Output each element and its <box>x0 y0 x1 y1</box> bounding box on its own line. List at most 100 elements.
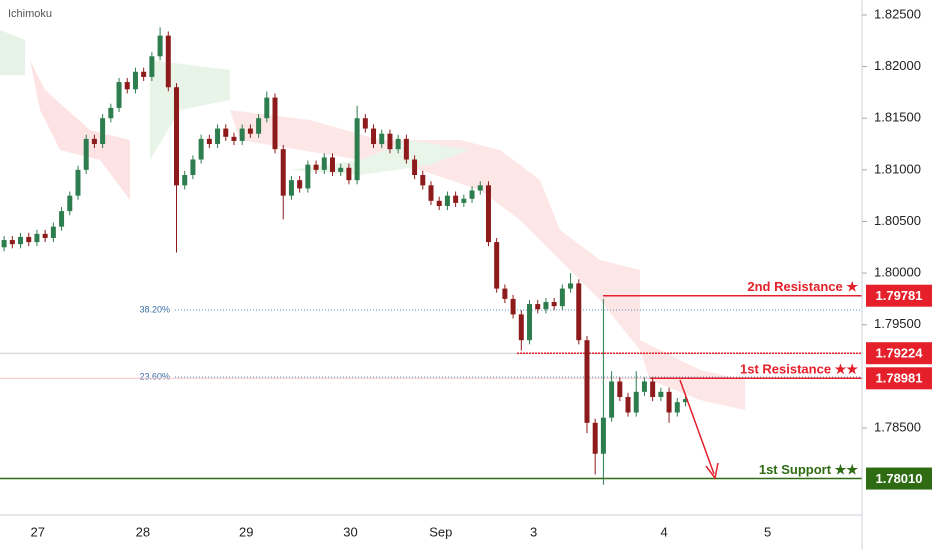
level-box <box>866 367 932 390</box>
candle-body <box>280 149 286 196</box>
candle-body <box>157 35 163 57</box>
y-tick-label: 1.82500 <box>874 6 921 21</box>
plot: 38.20% 23.60% 2nd Resistance ★ 1st Resistan… <box>0 27 862 485</box>
y-tick-label: 1.79500 <box>874 316 921 331</box>
candle-body <box>329 157 335 172</box>
candle-body <box>453 195 459 203</box>
candle-body <box>108 107 114 119</box>
level-value-label: 1.78010 <box>876 471 923 486</box>
candle-body <box>83 138 89 170</box>
x-tick-label: 27 <box>31 524 45 539</box>
candle-body <box>551 301 557 307</box>
candle-body <box>42 233 48 238</box>
candle-body <box>91 138 97 145</box>
level-value-label: 1.79224 <box>876 346 924 361</box>
candle-body <box>477 185 483 191</box>
candle-body <box>132 71 138 90</box>
candle-body <box>75 169 81 196</box>
level-box <box>866 467 932 490</box>
candle-body <box>502 288 508 299</box>
candle-body <box>609 381 615 418</box>
cloud-red <box>230 110 745 410</box>
x-tick-label: 5 <box>764 524 771 539</box>
candle-body <box>371 128 377 145</box>
y-tick-label: 1.80000 <box>874 265 921 280</box>
axes: 1.82500 1.82000 1.81500 1.81000 1.80500 1.800… <box>31 6 932 539</box>
fib-label: 23.60% <box>139 371 170 381</box>
candle-body <box>379 133 385 145</box>
candle-body <box>617 381 623 397</box>
candle-body <box>256 118 262 134</box>
candle-body <box>100 118 106 145</box>
fib-label: 38.20% <box>139 304 170 314</box>
candle-body <box>527 304 533 341</box>
candle-body <box>313 164 319 170</box>
candle-body <box>403 138 409 160</box>
candle-body <box>141 71 147 77</box>
x-tick-label: 3 <box>530 524 537 539</box>
cloud-red <box>30 60 130 200</box>
level-name: 2nd Resistance ★ <box>747 279 858 294</box>
x-tick-label: Sep <box>429 524 452 539</box>
candle-body <box>461 198 467 203</box>
candle-body <box>674 402 680 413</box>
candle-body <box>346 167 352 181</box>
candle-body <box>247 128 253 134</box>
candle-body <box>412 159 418 176</box>
candle-body <box>206 138 212 145</box>
candle-body <box>288 180 294 196</box>
candle-body <box>190 159 196 176</box>
candle-body <box>174 87 180 186</box>
forecast-arrow <box>679 379 715 475</box>
candle-body <box>59 211 65 227</box>
x-tick-label: 30 <box>343 524 357 539</box>
candle-body <box>559 288 565 307</box>
candle-body <box>354 118 360 181</box>
candle-body <box>436 200 442 206</box>
candle-body <box>124 82 130 90</box>
candle-body <box>239 128 245 141</box>
candle-body <box>592 422 598 454</box>
level-box <box>866 342 932 365</box>
candle-body <box>420 175 426 186</box>
y-tick-label: 1.81500 <box>874 110 921 125</box>
y-tick-label: 1.80500 <box>874 213 921 228</box>
forecast-arrowhead <box>705 462 719 480</box>
candle-body <box>625 396 631 413</box>
level-name: 1st Resistance ★★ <box>740 362 858 377</box>
candle-body <box>223 128 229 137</box>
candle-body <box>116 82 122 108</box>
candle-body <box>444 195 450 206</box>
candle-body <box>494 242 500 289</box>
candle-body <box>395 138 401 150</box>
level-name: 1st Support ★★ <box>759 462 858 477</box>
candle-body <box>510 298 516 315</box>
level-value-label: 1.79781 <box>876 288 923 303</box>
candle-body <box>568 283 574 289</box>
candle-body <box>1 240 7 248</box>
candle-body <box>428 185 434 201</box>
x-tick-label: 28 <box>136 524 150 539</box>
indicator-label: Ichimoku <box>8 8 52 20</box>
candle-body <box>67 195 73 212</box>
candle-body <box>182 175 188 186</box>
candle-body <box>633 391 639 413</box>
y-tick-label: 1.81000 <box>874 161 921 176</box>
candle-body <box>666 391 672 413</box>
candle-body <box>658 391 664 397</box>
candle-body <box>305 164 311 189</box>
candle-body <box>535 304 541 310</box>
level-value-label: 1.78981 <box>876 371 923 386</box>
candle-body <box>272 97 278 150</box>
x-tick-label: 29 <box>239 524 253 539</box>
y-tick-label: 1.82000 <box>874 58 921 73</box>
candle-body <box>387 133 393 150</box>
candle-body <box>469 190 475 199</box>
x-tick-label: 4 <box>661 524 668 539</box>
candle-body <box>34 233 40 243</box>
candle-body <box>338 167 344 172</box>
candle-body <box>50 226 56 238</box>
candle-body <box>165 35 171 88</box>
level-box <box>866 284 932 307</box>
